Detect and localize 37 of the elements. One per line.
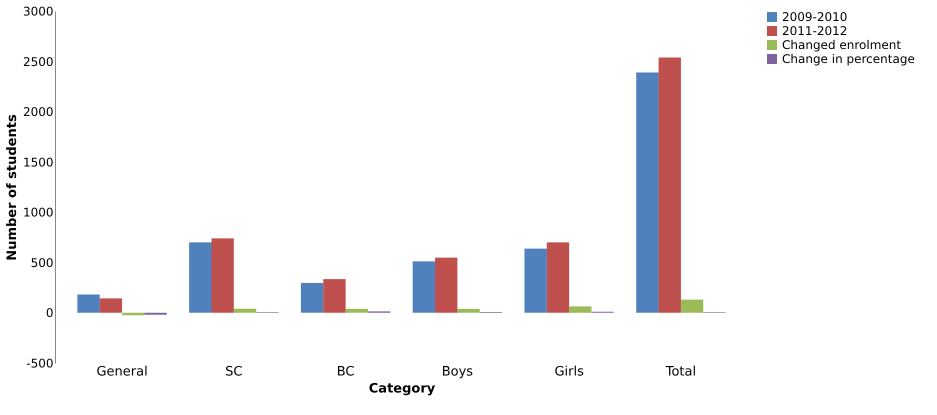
x-tick-label: SC <box>225 364 243 380</box>
y-axis-title: Number of students <box>4 114 20 261</box>
bar <box>636 72 659 313</box>
bar <box>323 279 346 313</box>
x-tick-label: BC <box>336 364 355 380</box>
bar <box>680 300 704 313</box>
y-tick-label: 2000 <box>22 105 54 120</box>
x-tick-label: Girls <box>554 364 584 380</box>
x-tick-label: Total <box>664 364 696 380</box>
bar <box>346 308 368 313</box>
y-tick-label: 2500 <box>22 54 54 69</box>
bar <box>569 306 592 313</box>
bar <box>77 294 100 313</box>
y-tick-label: 1500 <box>22 155 54 170</box>
bar <box>300 282 324 313</box>
bar <box>658 57 681 313</box>
bar <box>122 312 144 316</box>
y-tick-label: 500 <box>30 256 54 270</box>
y-tick-label: 0 <box>46 306 54 320</box>
bar <box>524 248 547 313</box>
bar <box>412 261 436 313</box>
legend-label: 2009-2010 <box>782 10 848 24</box>
x-tick-label: Boys <box>442 364 474 380</box>
bar <box>100 298 122 313</box>
legend-label: 2011-2012 <box>782 24 848 38</box>
legend-label: Change in percentage <box>782 52 915 66</box>
x-tick-label: General <box>96 364 148 380</box>
bar <box>457 308 480 313</box>
bar <box>546 242 570 313</box>
y-tick-label: -500 <box>26 356 54 370</box>
legend-label: Changed enrolment <box>782 38 902 52</box>
x-axis-title: Category <box>368 382 436 396</box>
y-tick-label: 3000 <box>22 4 54 18</box>
bar <box>435 258 458 313</box>
bar <box>211 238 234 313</box>
bar <box>189 242 212 313</box>
y-tick-label: 1000 <box>22 206 54 220</box>
